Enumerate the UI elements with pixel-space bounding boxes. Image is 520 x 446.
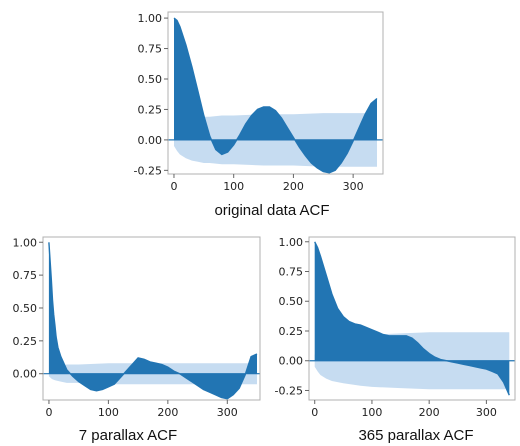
y-tick-label: 0.50: [138, 73, 163, 86]
x-tick-label: 200: [283, 180, 304, 193]
x-tick-label: 0: [45, 406, 52, 419]
acf-area: [314, 241, 510, 396]
y-tick-label: 0.50: [13, 302, 38, 315]
plot-area: -0.25 0.00 0.25 0.50 0.75 1.00 0 100 200 300: [275, 236, 516, 419]
y-tick-label: -0.25: [134, 164, 162, 177]
x-tick-label: 0: [311, 406, 318, 419]
y-tick-label: 0.75: [279, 266, 304, 279]
acf-line: [173, 17, 378, 174]
y-tick-label: 0.00: [138, 134, 163, 147]
y-tick-label: 0.00: [13, 368, 38, 381]
y-tick-label: 1.00: [138, 12, 163, 25]
axes-frame: [308, 236, 516, 401]
y-tick-label: 0.25: [13, 335, 38, 348]
y-tick-label: 0.50: [279, 295, 304, 308]
x-tick-label: 300: [217, 406, 238, 419]
chart-title: 7 parallax ACF: [79, 427, 177, 444]
acf-line: [48, 242, 258, 400]
panel-7-parallax-acf: 0.00 0.25 0.50 0.75 1.00 0 100 200 300 7 paralla…: [13, 236, 261, 444]
plot-area: 0.00 0.25 0.50 0.75 1.00 0 100 200 300: [13, 236, 261, 419]
y-tick-label: 0.25: [138, 103, 163, 116]
y-tick-label: 0.25: [279, 325, 304, 338]
x-tick-label: 0: [170, 180, 177, 193]
acf-line: [314, 241, 510, 396]
x-tick-label: 100: [98, 406, 119, 419]
x-tick-label: 100: [223, 180, 244, 193]
y-tick-label: 1.00: [279, 236, 304, 249]
x-tick-label: 300: [343, 180, 364, 193]
chart-title: original data ACF: [214, 202, 329, 219]
x-tick-label: 300: [476, 406, 497, 419]
y-tick-label: 0.00: [279, 355, 304, 368]
y-tick-label: 0.75: [13, 269, 38, 282]
acf-area: [48, 242, 258, 399]
chart-title: 365 parallax ACF: [358, 427, 473, 444]
y-tick-label: 1.00: [13, 236, 38, 249]
panel-original-data-acf: -0.25 0.00 0.25 0.50 0.75 1.00 0 100 200 300 orig…: [134, 11, 384, 219]
x-tick-label: 200: [419, 406, 440, 419]
axes-frame: [167, 11, 384, 175]
panel-365-parallax-acf: -0.25 0.00 0.25 0.50 0.75 1.00 0 100 200 300 365 …: [275, 236, 516, 444]
y-tick-label: -0.25: [275, 384, 303, 397]
axes-frame: [42, 236, 261, 401]
plot-area: -0.25 0.00 0.25 0.50 0.75 1.00 0 100 200 300: [134, 11, 384, 193]
x-tick-label: 100: [361, 406, 382, 419]
y-tick-label: 0.75: [138, 43, 163, 56]
x-tick-label: 200: [157, 406, 178, 419]
